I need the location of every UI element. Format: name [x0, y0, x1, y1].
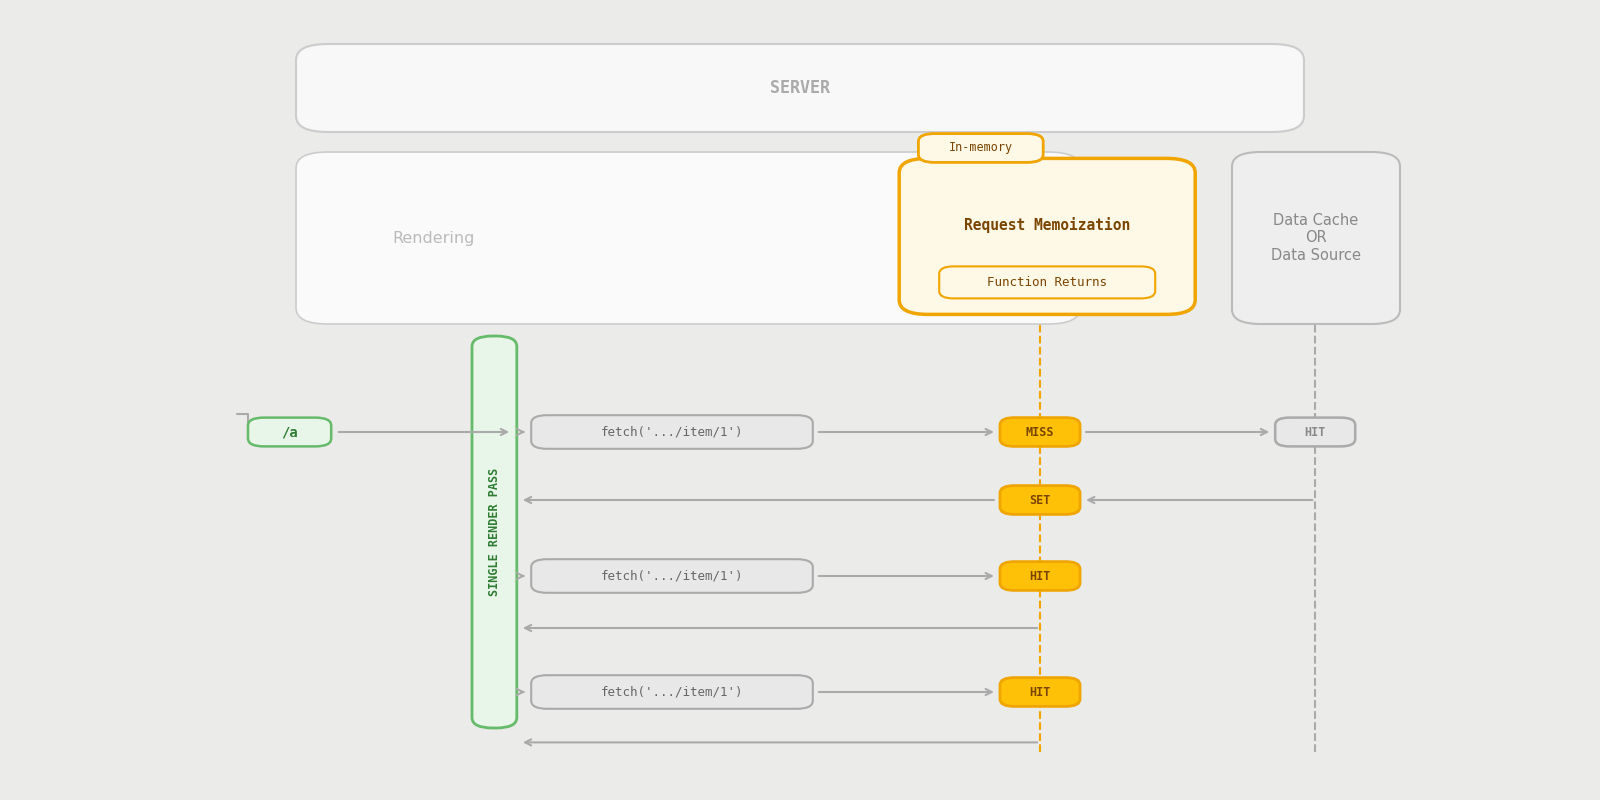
- Text: fetch('.../item/1'): fetch('.../item/1'): [600, 686, 744, 698]
- Text: HIT: HIT: [1029, 686, 1051, 698]
- FancyBboxPatch shape: [296, 152, 1080, 324]
- Text: Rendering: Rendering: [392, 230, 474, 246]
- Text: Request Memoization: Request Memoization: [965, 218, 1130, 234]
- Text: Function Returns: Function Returns: [987, 276, 1107, 289]
- Text: SET: SET: [1029, 494, 1051, 506]
- Text: Data Cache
OR
Data Source: Data Cache OR Data Source: [1270, 213, 1362, 263]
- FancyBboxPatch shape: [1000, 678, 1080, 706]
- FancyBboxPatch shape: [1000, 486, 1080, 514]
- Text: HIT: HIT: [1029, 570, 1051, 582]
- FancyBboxPatch shape: [1000, 562, 1080, 590]
- FancyBboxPatch shape: [472, 336, 517, 728]
- Text: fetch('.../item/1'): fetch('.../item/1'): [600, 426, 744, 438]
- FancyBboxPatch shape: [939, 266, 1155, 298]
- Text: /a: /a: [282, 425, 298, 439]
- FancyBboxPatch shape: [1232, 152, 1400, 324]
- Text: SERVER: SERVER: [770, 79, 830, 97]
- FancyBboxPatch shape: [899, 158, 1195, 314]
- Text: MISS: MISS: [1026, 426, 1054, 438]
- Text: fetch('.../item/1'): fetch('.../item/1'): [600, 570, 744, 582]
- FancyBboxPatch shape: [248, 418, 331, 446]
- FancyBboxPatch shape: [1275, 418, 1355, 446]
- Text: HIT: HIT: [1304, 426, 1326, 438]
- FancyBboxPatch shape: [918, 134, 1043, 162]
- Text: SINGLE RENDER PASS: SINGLE RENDER PASS: [488, 468, 501, 596]
- FancyBboxPatch shape: [1000, 418, 1080, 446]
- FancyBboxPatch shape: [531, 415, 813, 449]
- Text: In-memory: In-memory: [949, 142, 1013, 154]
- FancyBboxPatch shape: [531, 559, 813, 593]
- FancyBboxPatch shape: [531, 675, 813, 709]
- FancyBboxPatch shape: [296, 44, 1304, 132]
